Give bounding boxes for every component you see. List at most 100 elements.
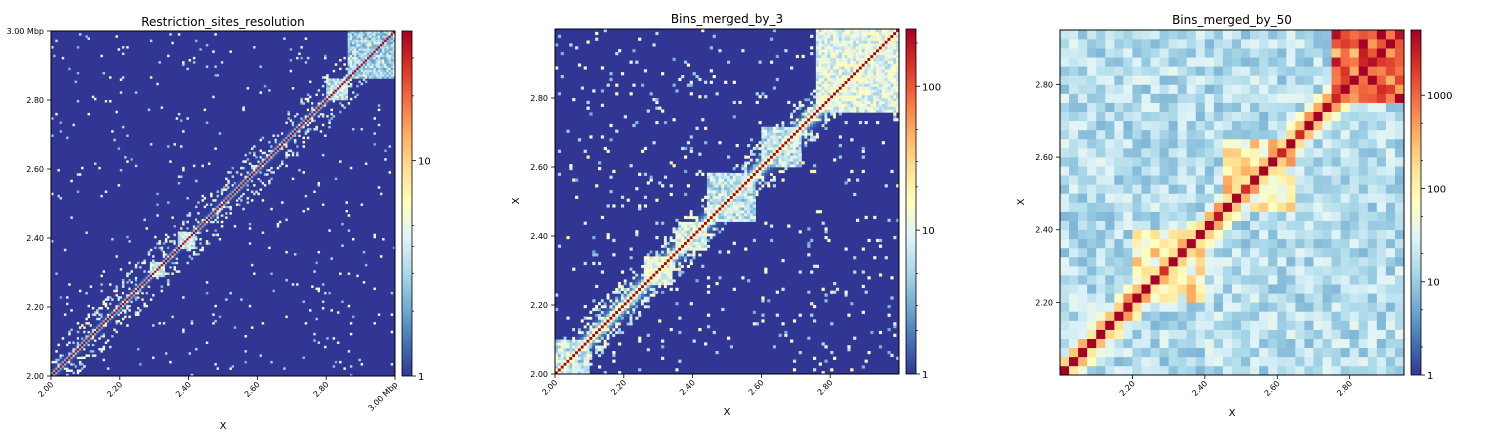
heatmap-cell <box>661 356 665 360</box>
heatmap-cell <box>755 152 759 156</box>
heatmap-cell <box>821 287 825 291</box>
heatmap-cell <box>566 362 570 366</box>
heatmap-cell <box>356 39 359 43</box>
heatmap-cell <box>580 339 584 343</box>
heatmap-cell <box>182 246 185 250</box>
heatmap-cell <box>712 187 716 191</box>
heatmap-cell <box>164 253 168 256</box>
heatmap-cell <box>824 69 828 73</box>
heatmap-cell <box>214 203 217 206</box>
heatmap-cell <box>810 103 814 107</box>
heatmap-cell <box>821 100 825 105</box>
heatmap-cell <box>830 75 834 79</box>
heatmap-cell <box>801 149 805 153</box>
heatmap-cell <box>192 56 196 60</box>
heatmap-cell <box>289 138 293 142</box>
heatmap-cell <box>824 123 828 128</box>
heatmap-cell <box>261 199 265 202</box>
heatmap-cell <box>354 95 357 99</box>
heatmap-cell <box>332 78 336 81</box>
heatmap-cell <box>681 253 685 257</box>
heatmap-cell <box>347 56 351 60</box>
heatmap-cell <box>321 76 325 79</box>
heatmap-cell <box>827 109 831 113</box>
heatmap-cell <box>203 218 207 222</box>
heatmap-cell <box>285 218 288 222</box>
heatmap-cell <box>152 259 155 263</box>
heatmap-cell <box>824 80 828 84</box>
heatmap-cell <box>205 65 209 68</box>
heatmap-cell <box>302 140 305 144</box>
heatmap-cell <box>285 143 288 146</box>
heatmap-cell <box>379 71 383 75</box>
heatmap-cell <box>747 155 751 159</box>
heatmap-cell <box>709 221 713 225</box>
heatmap-cell <box>715 215 719 220</box>
heatmap-cell <box>119 302 123 306</box>
heatmap-cell <box>643 172 648 176</box>
heatmap-cell <box>575 336 579 340</box>
heatmap-cell <box>830 112 834 116</box>
heatmap-cell <box>830 57 834 61</box>
heatmap-cell <box>306 121 310 125</box>
heatmap-cell <box>813 305 817 309</box>
heatmap-cell <box>128 315 131 319</box>
heatmap-cell <box>349 46 353 49</box>
heatmap-cell <box>632 282 636 286</box>
heatmap-cell <box>715 175 719 179</box>
heatmap-cell <box>352 41 355 45</box>
heatmap-cell <box>220 225 224 228</box>
heatmap-cell <box>319 130 323 133</box>
heatmap-cell <box>63 313 67 316</box>
heatmap-cell <box>306 136 310 140</box>
heatmap-cell <box>367 65 370 68</box>
heatmap-cell <box>201 222 204 226</box>
heatmap-cell <box>764 270 768 274</box>
heatmap-cell <box>666 247 670 251</box>
heatmap-cell <box>347 54 351 58</box>
heatmap-cell <box>81 350 84 353</box>
heatmap-cell <box>589 330 593 335</box>
heatmap-cell <box>641 299 645 303</box>
heatmap-cell <box>778 123 782 128</box>
heatmap-cell <box>78 360 82 364</box>
heatmap-cell <box>572 353 576 358</box>
heatmap-cell <box>220 192 224 196</box>
heatmap-cell <box>212 218 215 222</box>
heatmap-cell <box>180 246 183 250</box>
heatmap-cell <box>124 302 127 306</box>
heatmap-cell <box>761 129 765 133</box>
heatmap-cell <box>309 128 312 131</box>
heatmap-cell <box>706 325 711 329</box>
heatmap-cell <box>600 345 605 349</box>
heatmap-cell <box>618 322 622 326</box>
heatmap-cell <box>291 140 295 144</box>
heatmap-cell <box>197 222 200 226</box>
heatmap-cell <box>701 238 705 243</box>
heatmap-cell <box>577 368 582 372</box>
heatmap-cell <box>317 181 321 185</box>
heatmap-cell <box>352 48 355 51</box>
heatmap-cell <box>629 305 633 309</box>
heatmap-cell <box>609 305 613 309</box>
heatmap-cell <box>59 358 63 362</box>
heatmap-cell <box>818 109 822 113</box>
heatmap-cell <box>70 328 73 332</box>
heatmap-cell <box>821 37 825 41</box>
heatmap-cell <box>317 112 321 116</box>
heatmap-cell <box>87 341 90 344</box>
heatmap-cell <box>663 241 668 245</box>
heatmap-cell <box>620 310 625 314</box>
heatmap-cell <box>612 296 616 300</box>
heatmap-cell <box>315 317 318 321</box>
heatmap-cell <box>143 302 146 306</box>
heatmap-cell <box>117 300 121 303</box>
heatmap-cell <box>643 307 648 312</box>
heatmap-cell <box>701 224 705 228</box>
heatmap-cell <box>261 162 265 165</box>
heatmap-cell <box>641 273 645 277</box>
heatmap-cell <box>704 201 708 205</box>
heatmap-cell <box>180 253 183 256</box>
heatmap-cell <box>632 302 636 306</box>
heatmap-cell <box>111 319 114 323</box>
